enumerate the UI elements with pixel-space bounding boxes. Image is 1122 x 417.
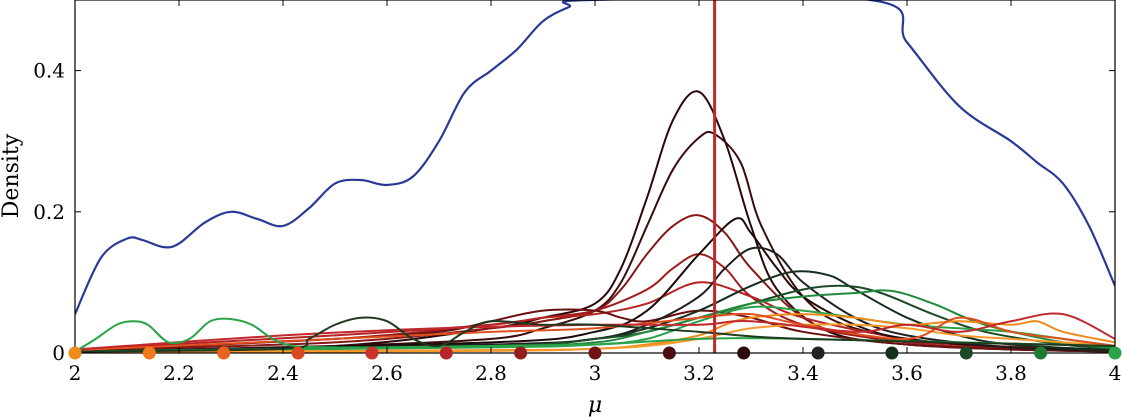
y-tick-label: 0.4 <box>33 59 65 83</box>
sample-marker <box>959 346 973 360</box>
x-tick-label: 2.4 <box>267 361 299 385</box>
sample-marker <box>142 346 156 360</box>
x-tick-label: 2 <box>69 361 82 385</box>
sample-marker <box>217 346 231 360</box>
density-curve-5 <box>75 281 1115 352</box>
sample-marker <box>885 346 899 360</box>
sample-marker <box>811 346 825 360</box>
x-tick-label: 3.2 <box>683 361 715 385</box>
density-curve-3 <box>75 214 1115 352</box>
x-tick-label: 3.6 <box>891 361 923 385</box>
axis-ticks: 2 2.2 2.4 2.6 2.8 3 3.2 3.4 3.6 3.8 4 0 0.2 0.4 <box>33 0 1121 385</box>
density-curve-17 <box>75 317 1115 353</box>
sample-marker <box>514 346 528 360</box>
x-tick-label: 3.8 <box>995 361 1027 385</box>
plot-frame <box>74 0 1116 354</box>
density-curve-7 <box>75 217 1115 353</box>
sample-marker <box>291 346 305 360</box>
density-curve-0 <box>75 0 1115 315</box>
y-tick-label: 0 <box>52 341 65 365</box>
sample-marker <box>737 346 751 360</box>
density-curve-2 <box>75 130 1115 353</box>
sample-marker <box>1108 346 1122 360</box>
y-axis-label: Density <box>0 133 24 218</box>
sample-marker <box>439 346 453 360</box>
sample-marker <box>662 346 676 360</box>
density-curve-18 <box>75 316 1115 353</box>
density-curve-16 <box>75 312 1115 351</box>
x-tick-label: 2.8 <box>475 361 507 385</box>
x-tick-label: 3 <box>589 361 602 385</box>
sample-marker <box>68 346 82 360</box>
x-axis-label: μ <box>588 393 602 417</box>
x-tick-label: 2.6 <box>371 361 403 385</box>
sample-marker <box>588 346 602 360</box>
series-layer <box>75 0 1115 353</box>
x-tick-label: 2.2 <box>163 361 195 385</box>
x-tick-label: 3.4 <box>787 361 819 385</box>
density-curve-15 <box>75 312 1115 352</box>
density-curve-1 <box>75 90 1115 353</box>
marker-layer <box>68 346 1122 360</box>
y-tick-label: 0.2 <box>33 200 65 224</box>
sample-marker <box>1034 346 1048 360</box>
sample-marker <box>365 346 379 360</box>
x-tick-label: 4 <box>1109 361 1122 385</box>
